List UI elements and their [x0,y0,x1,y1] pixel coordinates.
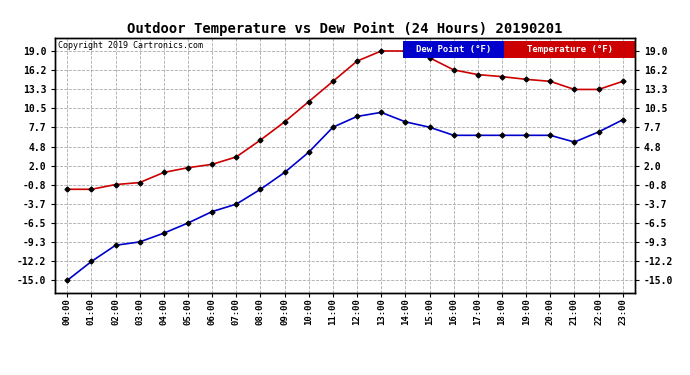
Text: Temperature (°F): Temperature (°F) [526,45,613,54]
Text: Copyright 2019 Cartronics.com: Copyright 2019 Cartronics.com [58,41,203,50]
Text: Dew Point (°F): Dew Point (°F) [416,45,491,54]
FancyBboxPatch shape [504,41,635,58]
FancyBboxPatch shape [403,41,504,58]
Title: Outdoor Temperature vs Dew Point (24 Hours) 20190201: Outdoor Temperature vs Dew Point (24 Hou… [127,22,563,36]
